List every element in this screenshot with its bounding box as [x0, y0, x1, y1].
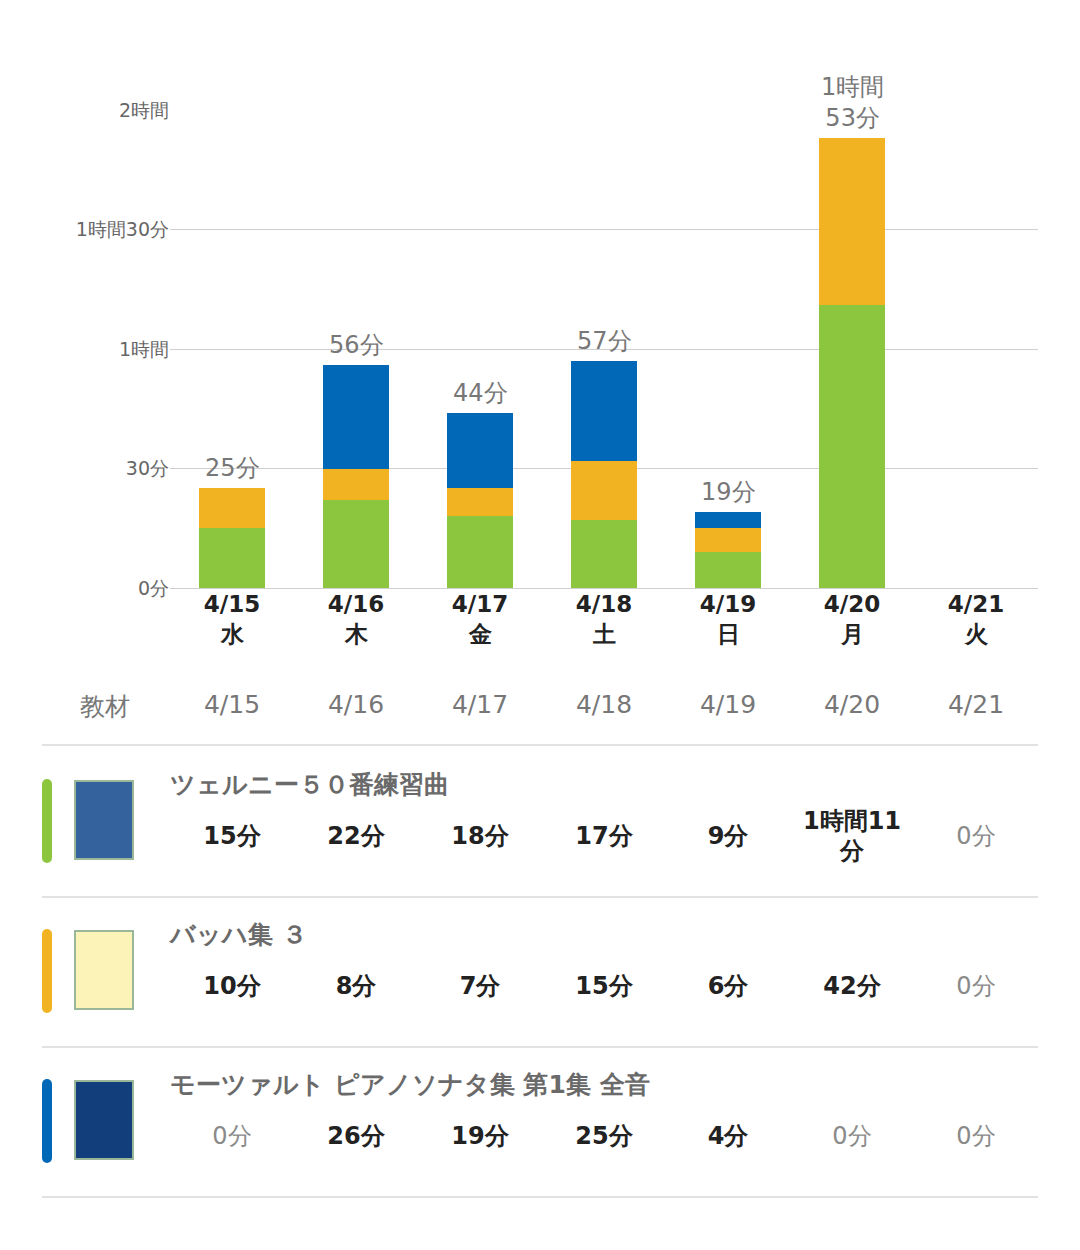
- svg-text:0分: 0分: [138, 577, 169, 599]
- svg-text:4/18土: 4/18土: [576, 591, 632, 647]
- html-text:4/17: 4/17: [451, 690, 509, 719]
- html-text:1時間11分: 1時間11分: [802, 807, 901, 865]
- html-text:6分: 6分: [707, 972, 749, 1000]
- html-text:26分: 26分: [327, 1122, 385, 1150]
- html-text:モーツァルト ピアノソナタ集 第1集 全音: モーツァルト ピアノソナタ集 第1集 全音: [170, 1070, 650, 1099]
- html-text:教材: 教材: [80, 692, 130, 721]
- html-text:0分: 0分: [832, 1122, 872, 1150]
- html-text:4/16: 4/16: [327, 690, 385, 719]
- html-text:バッハ集 ３: バッハ集 ３: [170, 920, 307, 949]
- html-text:ツェルニー５０番練習曲: ツェルニー５０番練習曲: [170, 770, 449, 799]
- html-text:8分: 8分: [335, 972, 377, 1000]
- svg-text:2時間: 2時間: [119, 99, 169, 121]
- html-text:25分: 25分: [575, 1122, 633, 1150]
- svg-text:30分: 30分: [126, 457, 169, 479]
- svg-text:19分: 19分: [701, 478, 756, 506]
- svg-text:1時間: 1時間: [119, 338, 169, 360]
- html-text:17分: 17分: [575, 822, 633, 850]
- svg-text:56分: 56分: [329, 331, 384, 359]
- svg-text:4/15水: 4/15水: [204, 591, 260, 647]
- html-text:9分: 9分: [707, 822, 749, 850]
- svg-text:4/20月: 4/20月: [824, 591, 880, 647]
- svg-text:44分: 44分: [453, 379, 508, 407]
- svg-text:4/21火: 4/21火: [948, 591, 1004, 647]
- html-text:18分: 18分: [451, 822, 509, 850]
- html-text:4/21: 4/21: [947, 690, 1005, 719]
- html-text:4/19: 4/19: [699, 690, 757, 719]
- html-text:42分: 42分: [823, 972, 881, 1000]
- html-text:0分: 0分: [956, 822, 996, 850]
- html-text:4/15: 4/15: [203, 690, 261, 719]
- svg-text:25分: 25分: [205, 454, 260, 482]
- html-text:10分: 10分: [203, 972, 261, 1000]
- svg-text:1時間53分: 1時間53分: [821, 73, 884, 132]
- html-text:15分: 15分: [203, 822, 261, 850]
- html-text:4/18: 4/18: [575, 690, 633, 719]
- svg-text:4/17金: 4/17金: [452, 591, 508, 647]
- html-text:0分: 0分: [956, 972, 996, 1000]
- html-text:4/20: 4/20: [823, 690, 881, 719]
- html-text:15分: 15分: [575, 972, 633, 1000]
- html-text:0分: 0分: [212, 1122, 252, 1150]
- svg-text:57分: 57分: [577, 327, 632, 355]
- html-text:22分: 22分: [327, 822, 385, 850]
- html-text:0分: 0分: [956, 1122, 996, 1150]
- svg-text:1時間30分: 1時間30分: [76, 218, 169, 240]
- html-text:4分: 4分: [707, 1122, 749, 1150]
- svg-text:4/19日: 4/19日: [700, 591, 756, 647]
- html-text:7分: 7分: [459, 972, 501, 1000]
- html-text:19分: 19分: [451, 1122, 509, 1150]
- svg-text:4/16木: 4/16木: [328, 591, 384, 647]
